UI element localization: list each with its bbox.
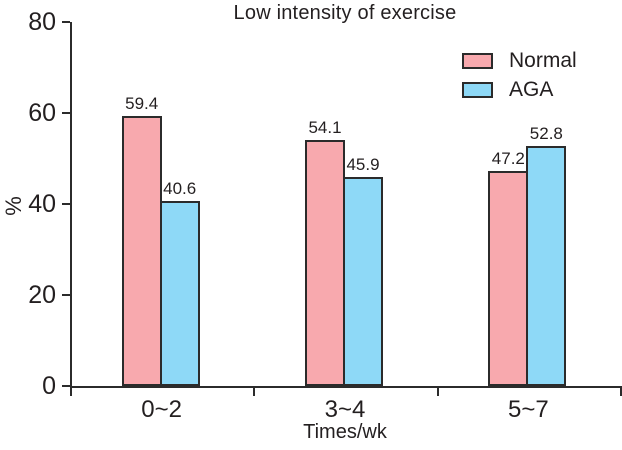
x-tick (436, 386, 439, 396)
legend-label-aga: AGA (509, 78, 554, 101)
y-tick (62, 203, 70, 205)
y-tick (62, 21, 70, 23)
y-tick-label: 60 (28, 99, 56, 127)
y-tick-label: 0 (42, 372, 56, 400)
bar-normal (121, 115, 162, 386)
legend-item-normal: Normal (462, 50, 577, 71)
x-axis-label: Times/wk (303, 421, 387, 443)
legend-swatch-normal (462, 52, 493, 69)
bar-value-label: 52.8 (529, 123, 563, 143)
bar-normal (305, 139, 345, 386)
bar-value-label: 47.2 (491, 149, 525, 169)
y-tick (62, 294, 70, 296)
bar-aga (526, 145, 567, 386)
x-tick-label: 3~4 (324, 396, 366, 423)
legend-label-normal: Normal (509, 49, 577, 72)
bar-value-label: 40.6 (163, 179, 197, 199)
y-tick-label: 80 (28, 8, 56, 36)
legend-swatch-aga (462, 81, 493, 98)
legend-item-aga: AGA (462, 79, 577, 100)
legend: Normal AGA (462, 50, 577, 100)
y-tick-label: 40 (28, 190, 56, 218)
bar-value-label: 45.9 (346, 155, 380, 175)
x-tick-label: 0~2 (141, 396, 183, 423)
bar-value-label: 59.4 (125, 93, 159, 113)
x-tick (620, 386, 622, 396)
y-tick-label: 20 (28, 281, 56, 309)
bar-value-label: 54.1 (308, 117, 342, 137)
bar-normal (488, 171, 529, 386)
x-tick (70, 386, 72, 396)
chart-title: Low intensity of exercise (233, 2, 457, 24)
x-tick-label: 5~7 (507, 396, 549, 423)
bar-aga (343, 177, 383, 386)
y-tick (62, 112, 70, 114)
y-tick (62, 385, 70, 387)
bar-aga (159, 201, 200, 386)
plot-area: 0 20 40 60 80 59.4 40.6 0~2 54.1 45.9 3~4 47.2 52.8 5… (28, 8, 622, 423)
x-tick (253, 386, 256, 396)
